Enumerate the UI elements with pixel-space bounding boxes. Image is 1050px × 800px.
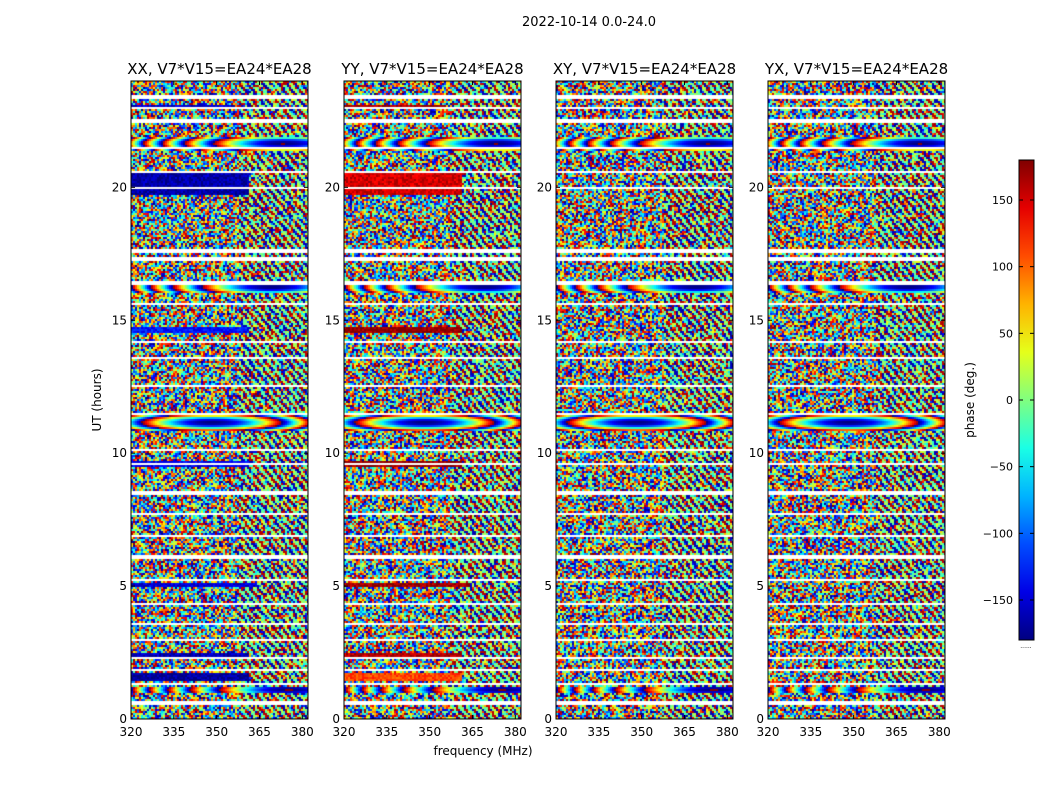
panels: XX, V7*V15=EA24*EA28 320 335 350 365 380 0 5 10 1… [112,60,951,739]
colorbar: −150 −100 −50 0 50 100 150 [983,159,1035,641]
y-tick-label: 0 [544,712,552,726]
x-tick-label: 380 [928,725,951,739]
colorbar-label: phase (deg.) [963,362,977,438]
x-tick-label: 365 [461,725,484,739]
panel-frame [767,80,946,720]
colorbar-tick-label: −50 [990,461,1013,474]
panel-frame [130,80,309,720]
heatmap-yy [344,81,521,719]
heatmap-yx [768,81,945,719]
heatmap-xx [131,81,308,719]
colorbar-extra: ...... [1020,643,1032,650]
y-tick-label: 10 [749,446,764,460]
x-tick-label: 335 [162,725,185,739]
y-tick-label: 20 [112,180,127,194]
x-tick-label: 365 [673,725,696,739]
x-tick-label: 335 [587,725,610,739]
panel-frame [343,80,522,720]
y-tick-label: 5 [756,579,764,593]
x-tick-label: 380 [291,725,314,739]
y-tick-label: 5 [332,579,340,593]
panel-frame [555,80,734,720]
y-tick-label: 10 [325,446,340,460]
x-tick-label: 380 [504,725,527,739]
y-tick-label: 0 [332,712,340,726]
panel-xy: XY, V7*V15=EA24*EA28 320 335 350 365 380 0 5 10 1… [537,60,739,739]
y-tick-label: 15 [537,313,552,327]
x-tick-label: 365 [248,725,271,739]
y-tick-label: 5 [544,579,552,593]
panel-title: YX, V7*V15=EA24*EA28 [764,60,948,78]
panel-xx: XX, V7*V15=EA24*EA28 320 335 350 365 380 0 5 10 1… [112,60,314,739]
panel-title: XY, V7*V15=EA24*EA28 [553,60,736,78]
y-tick-label: 0 [756,712,764,726]
colorbar-tick-label: 50 [999,327,1013,340]
colorbar-tick-label: 150 [992,194,1013,207]
panel-title: YY, V7*V15=EA24*EA28 [340,60,523,78]
colorbar-tick-label: −100 [983,527,1013,540]
x-tick-label: 335 [375,725,398,739]
y-axis-label: UT (hours) [90,368,104,431]
y-tick-label: 5 [119,579,127,593]
x-tick-label: 380 [716,725,739,739]
y-tick-label: 15 [749,313,764,327]
colorbar-tick-label: 100 [992,261,1013,274]
x-tick-label: 320 [757,725,780,739]
figure-title: 2022-10-14 0.0-24.0 [522,15,656,30]
y-tick-label: 15 [112,313,127,327]
x-axis-label: frequency (MHz) [433,744,532,758]
y-tick-label: 20 [749,180,764,194]
y-tick-label: 15 [325,313,340,327]
x-tick-label: 320 [120,725,143,739]
panel-title: XX, V7*V15=EA24*EA28 [127,60,311,78]
y-tick-label: 10 [537,446,552,460]
x-tick-label: 365 [885,725,908,739]
heatmap-xy [556,81,733,719]
panel-yx: YX, V7*V15=EA24*EA28 320 335 350 365 380 0 5 10 1… [749,60,951,739]
y-tick-label: 10 [112,446,127,460]
colorbar-tick-label: 0 [1006,394,1013,407]
x-tick-label: 320 [333,725,356,739]
x-tick-label: 350 [630,725,653,739]
y-tick-label: 20 [325,180,340,194]
panel-yy: YY, V7*V15=EA24*EA28 320 335 350 365 380 0 5 10 1… [325,60,527,739]
colorbar-tick-label: −150 [983,594,1013,607]
y-tick-label: 20 [537,180,552,194]
x-tick-label: 335 [799,725,822,739]
x-tick-label: 350 [842,725,865,739]
x-tick-label: 350 [418,725,441,739]
y-tick-label: 0 [119,712,127,726]
x-tick-label: 350 [205,725,228,739]
x-tick-label: 320 [545,725,568,739]
